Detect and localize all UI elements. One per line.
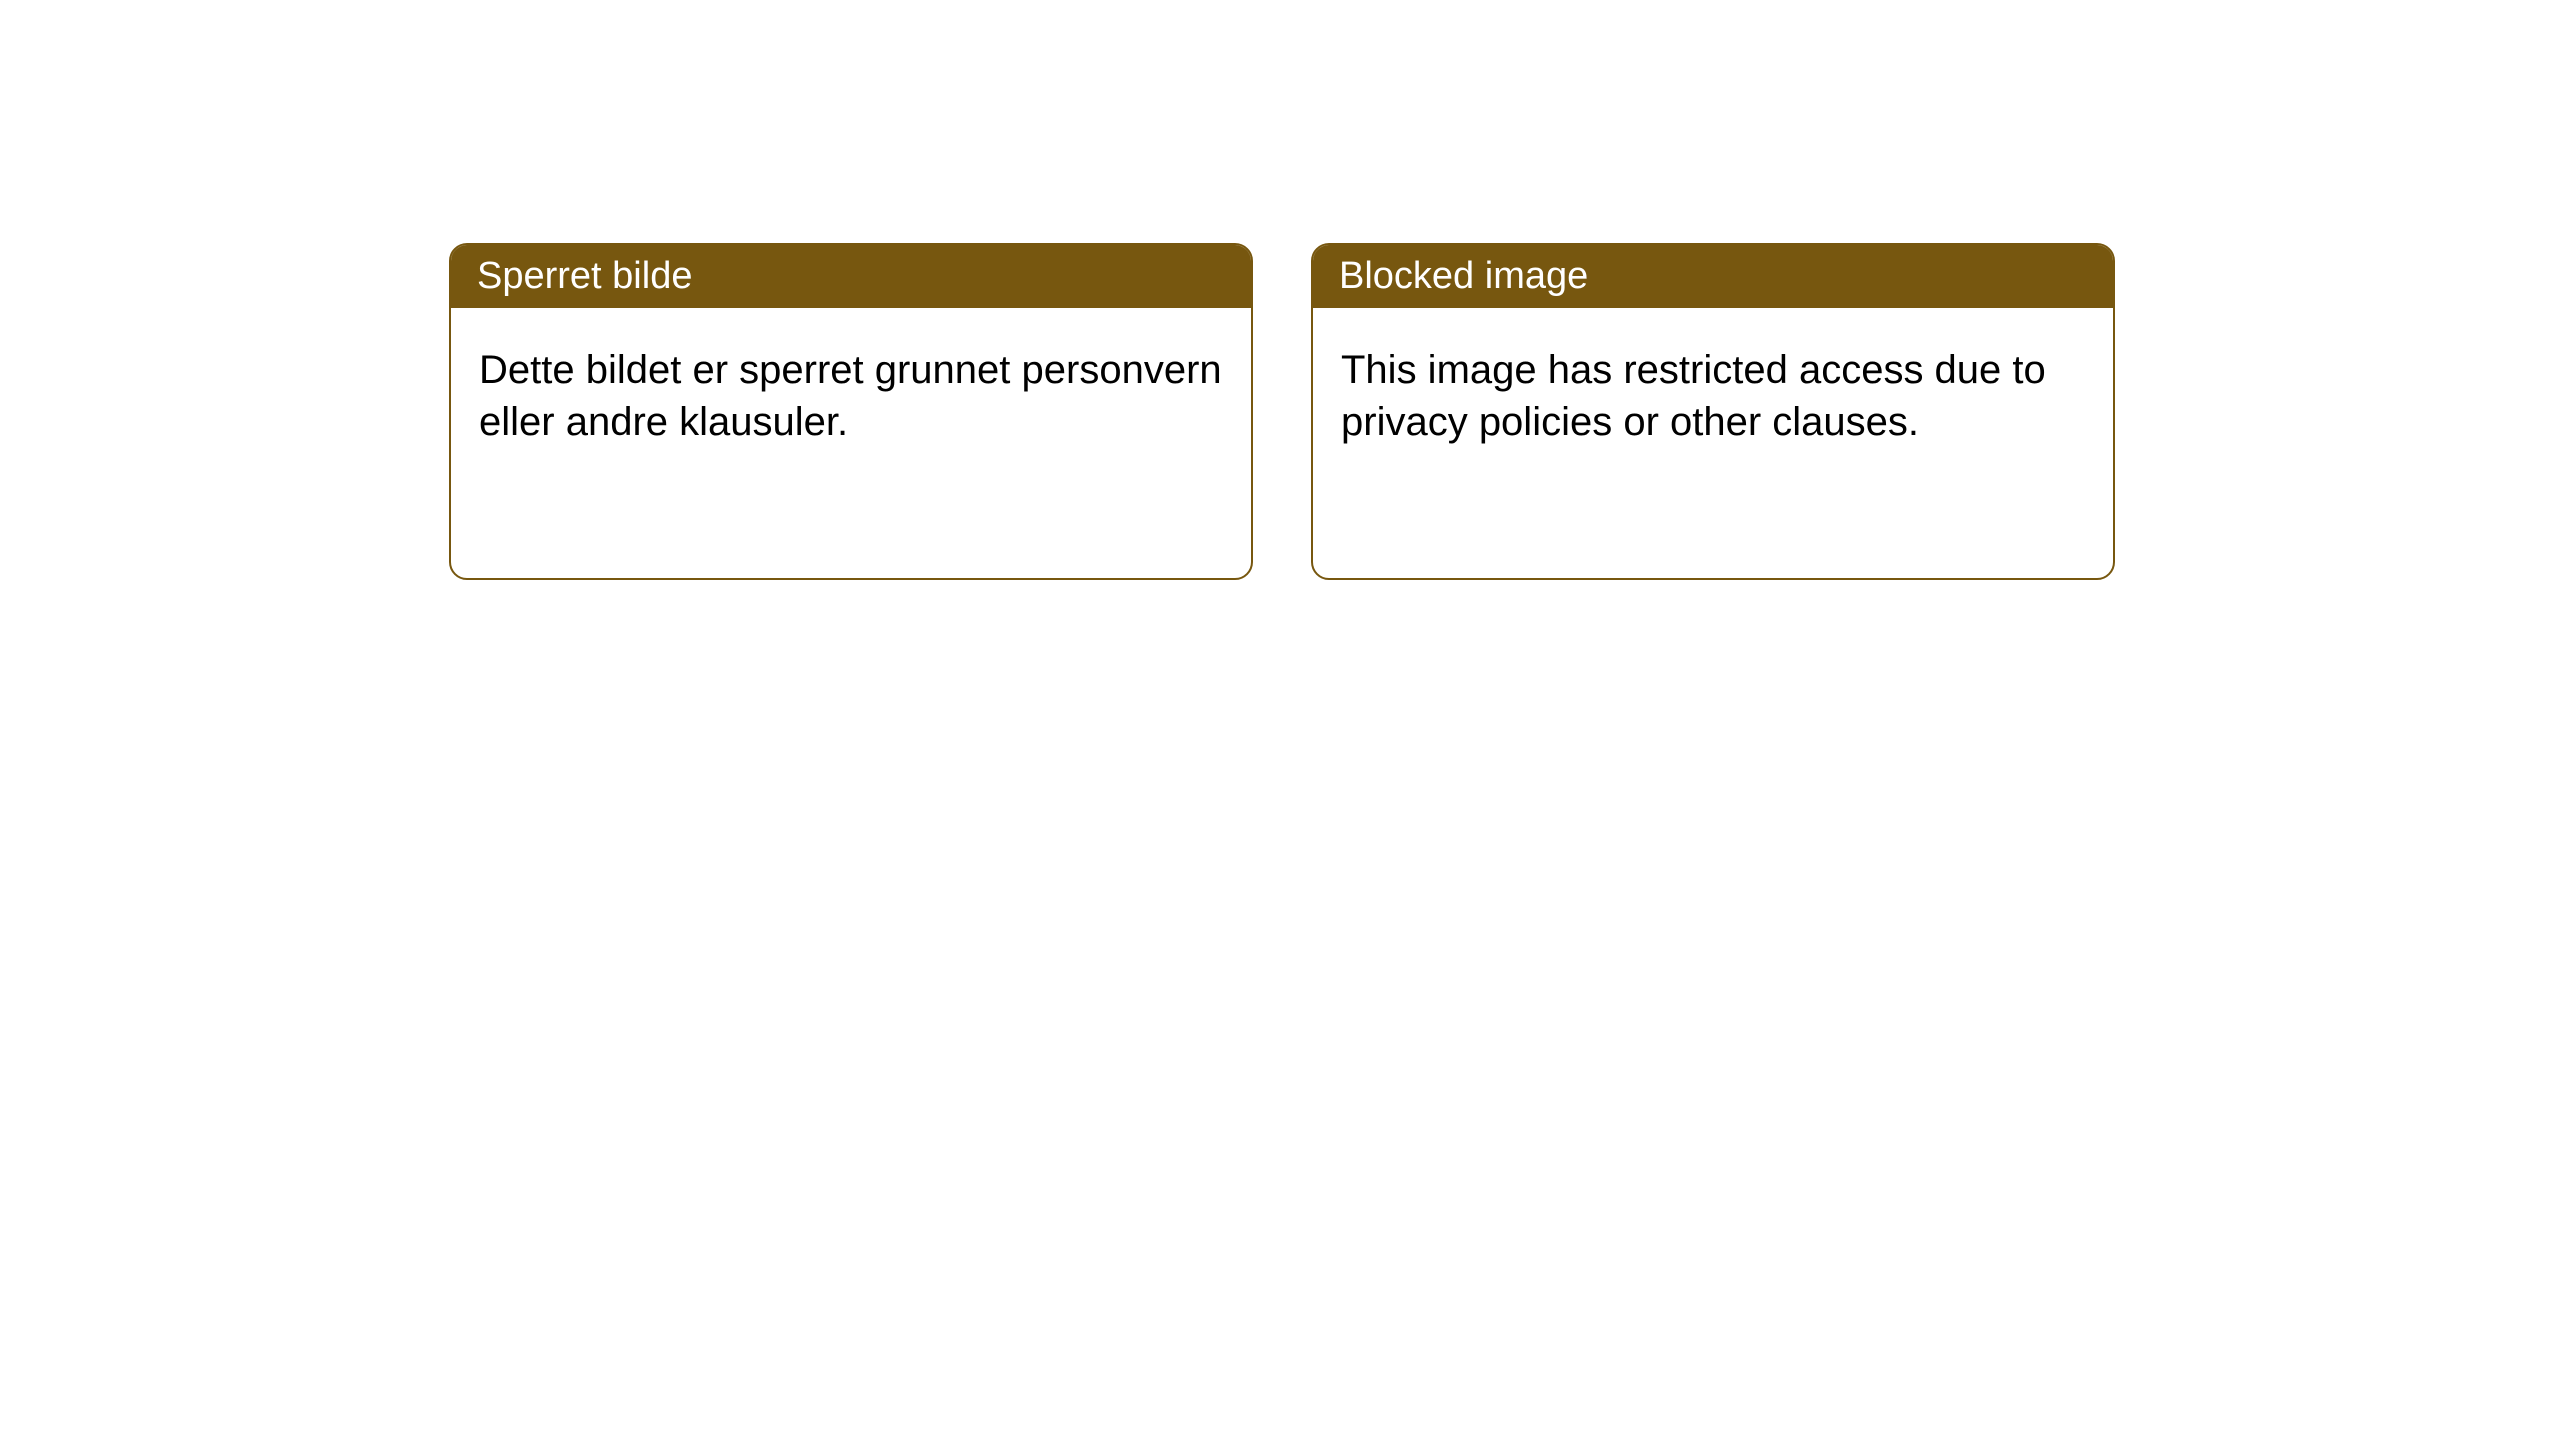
notices-container: Sperret bilde Dette bildet er sperret gr…: [0, 0, 2560, 580]
notice-box-norwegian: Sperret bilde Dette bildet er sperret gr…: [449, 243, 1253, 580]
notice-body: This image has restricted access due to …: [1313, 308, 2113, 578]
notice-header: Blocked image: [1313, 245, 2113, 308]
notice-body-text: Dette bildet er sperret grunnet personve…: [479, 348, 1222, 444]
notice-body: Dette bildet er sperret grunnet personve…: [451, 308, 1251, 578]
notice-body-text: This image has restricted access due to …: [1341, 348, 2046, 444]
notice-title: Sperret bilde: [477, 255, 692, 297]
notice-box-english: Blocked image This image has restricted …: [1311, 243, 2115, 580]
notice-title: Blocked image: [1339, 255, 1588, 297]
notice-header: Sperret bilde: [451, 245, 1251, 308]
